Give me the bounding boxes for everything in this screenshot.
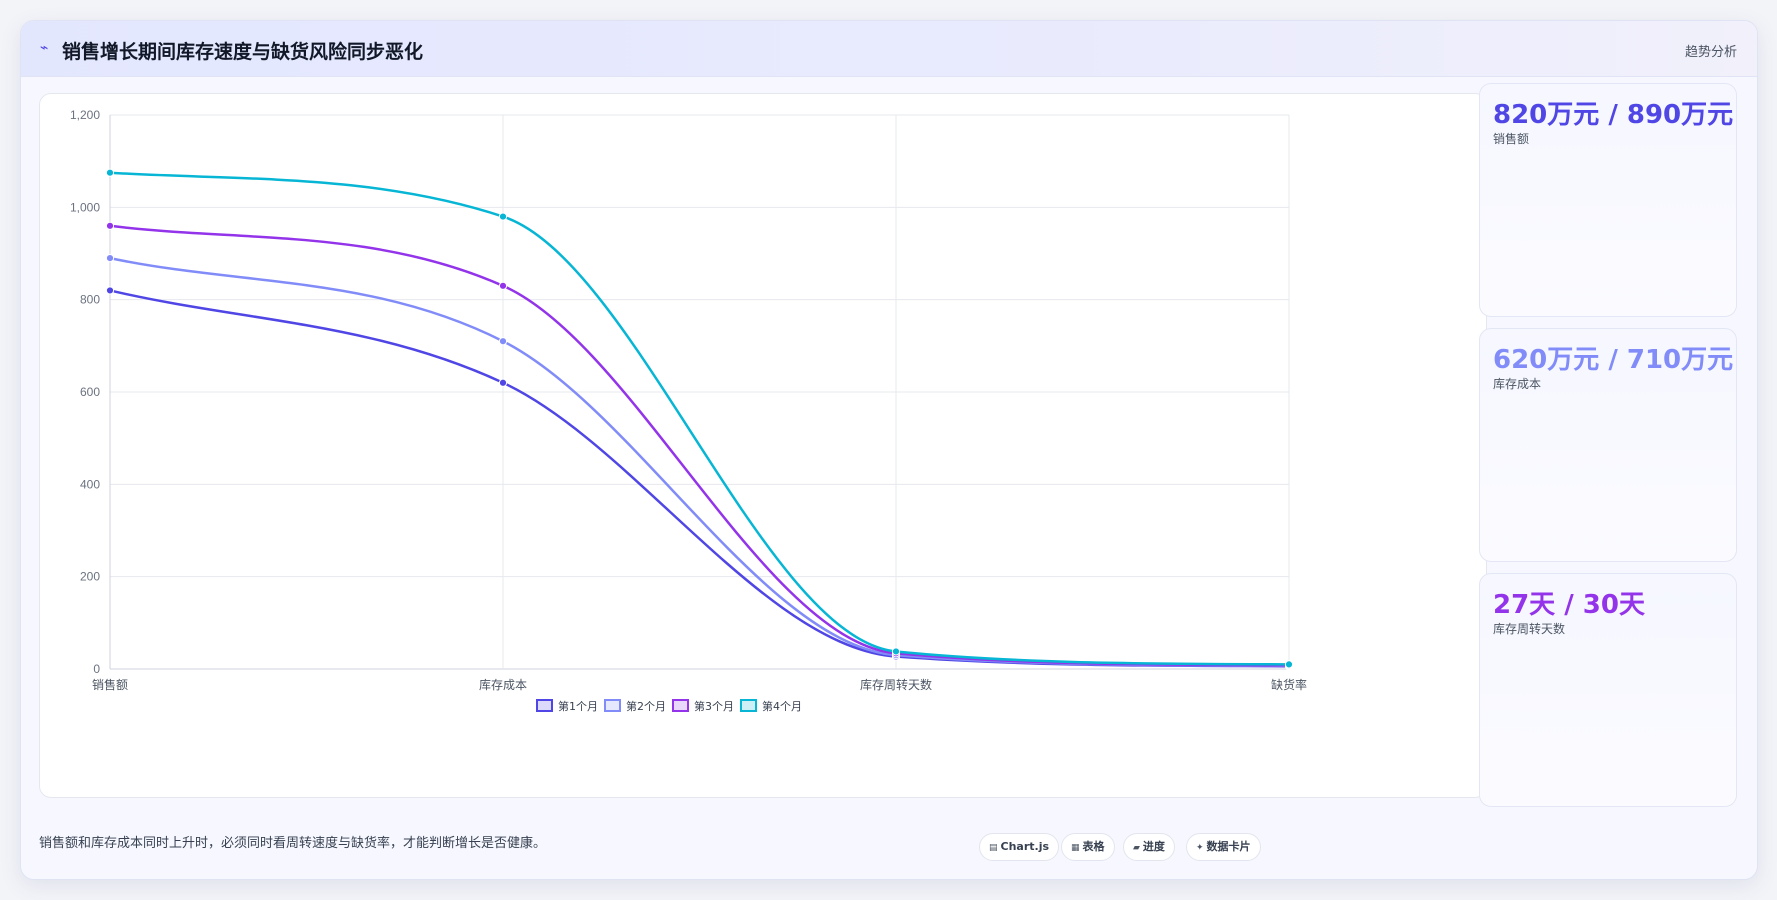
kpi-card-inventory-cost: 620万元 / 710万元 库存成本 — [1479, 328, 1737, 562]
x-tick-label: 库存周转天数 — [860, 677, 932, 692]
progress-icon: ▰ — [1133, 843, 1140, 853]
chip-label: 进度 — [1142, 840, 1165, 853]
kpi-value: 820万元 / 890万元 — [1493, 100, 1734, 130]
kpi-value: 27天 / 30天 — [1493, 590, 1645, 620]
legend-label: 第2个月 — [626, 699, 666, 713]
chip-table[interactable]: ▦ 表格 — [1061, 833, 1115, 861]
line-chart: 0 200 400 600 800 1,000 1,200 销售额 库存成本 库存周转天数 缺货率第… — [70, 108, 1307, 713]
data-point — [105, 168, 115, 177]
y-tick-label: 1,000 — [70, 200, 100, 214]
data-point — [105, 286, 115, 295]
data-point — [105, 221, 115, 230]
chart-panel: 0 200 400 600 800 1,000 1,200 销售额 库存成本 库存周转天数 缺货率第… — [39, 93, 1487, 798]
page-title: 销售增长期间库存速度与缺货风险同步恶化 — [62, 41, 424, 63]
kpi-value: 620万元 / 710万元 — [1493, 345, 1734, 375]
table-icon: ▦ — [1071, 843, 1080, 853]
x-tick-label: 库存成本 — [479, 677, 527, 692]
dashboard-card: ⌁ 销售增长期间库存速度与缺货风险同步恶化 趋势分析 0 200 400 600 800… — [20, 20, 1758, 880]
chip-progress[interactable]: ▰ 进度 — [1123, 833, 1175, 861]
x-tick-label: 缺货率 — [1271, 677, 1307, 692]
trend-icon: ⌁ — [40, 40, 49, 56]
chip-chartjs[interactable]: ▤ Chart.js — [979, 833, 1060, 861]
footer-note: 销售额和库存成本同时上升时，必须同时看周转速度与缺货率，才能判断增长是否健康。 — [39, 836, 547, 851]
analysis-type-tag: 趋势分析 — [1684, 45, 1737, 60]
series-line-1 — [109, 289, 1290, 668]
data-point — [498, 378, 508, 387]
y-tick-label: 1,200 — [70, 108, 100, 122]
y-tick-label: 0 — [93, 662, 100, 676]
card-header: ⌁ 销售增长期间库存速度与缺货风险同步恶化 趋势分析 — [21, 21, 1757, 77]
series-line-4 — [109, 171, 1290, 666]
data-point — [498, 212, 508, 221]
data-point — [498, 281, 508, 290]
chip-label: Chart.js — [1000, 840, 1050, 853]
legend-label: 第4个月 — [762, 699, 802, 713]
legend-label: 第3个月 — [694, 699, 734, 713]
data-point — [105, 254, 115, 263]
legend-swatch — [536, 699, 553, 712]
series-line-2 — [109, 256, 1290, 668]
kpi-label: 销售额 — [1493, 132, 1530, 146]
legend-swatch — [604, 699, 621, 712]
y-tick-label: 800 — [80, 293, 100, 307]
chart-icon: ▤ — [989, 843, 998, 853]
x-tick-label: 销售额 — [92, 677, 128, 692]
y-tick-label: 400 — [80, 477, 100, 491]
chip-label: 数据卡片 — [1206, 840, 1251, 853]
kpi-card-turnover-days: 27天 / 30天 库存周转天数 — [1479, 573, 1737, 807]
data-point — [1284, 660, 1294, 669]
y-tick-label: 200 — [80, 570, 100, 584]
kpi-label: 库存周转天数 — [1493, 622, 1566, 636]
kpi-label: 库存成本 — [1493, 377, 1542, 391]
legend-swatch — [740, 699, 757, 712]
data-point — [498, 337, 508, 346]
legend-label: 第1个月 — [558, 699, 598, 713]
legend-swatch — [672, 699, 689, 712]
card-icon: ✦ — [1196, 843, 1204, 853]
y-tick-label: 600 — [80, 385, 100, 399]
kpi-card-sales: 820万元 / 890万元 销售额 — [1479, 83, 1737, 317]
chip-data-card[interactable]: ✦ 数据卡片 — [1186, 833, 1261, 861]
data-point — [891, 647, 901, 656]
chip-label: 表格 — [1082, 840, 1105, 853]
